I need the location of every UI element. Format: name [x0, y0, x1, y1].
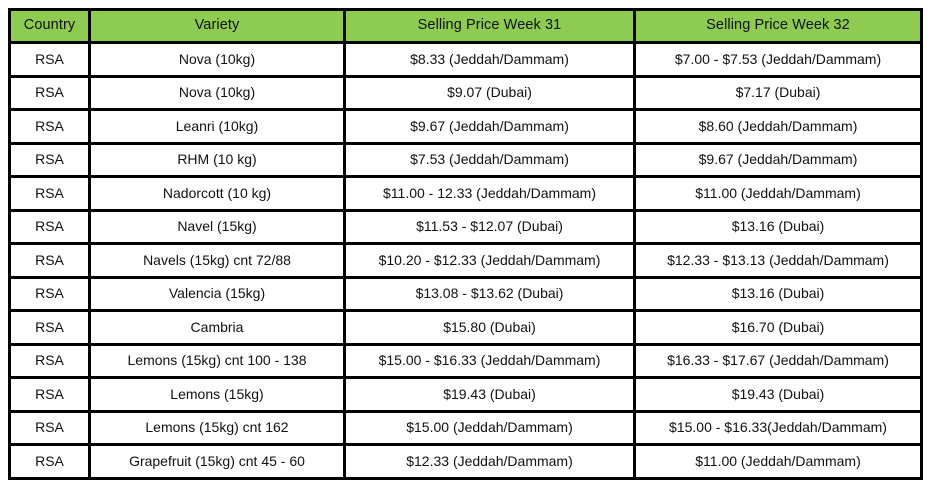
table-row: RSA Grapefruit (15kg) cnt 45 - 60 $12.33 (…	[8, 443, 923, 480]
cell-country: RSA	[8, 242, 91, 279]
table-row: RSA Cambria $15.80 (Dubai) $16.70 (Dubai)	[8, 309, 923, 346]
table-header-row: Country Variety Selling Price Week 31 Se…	[8, 8, 923, 44]
cell-country: RSA	[8, 108, 91, 145]
cell-week32: $11.00 (Jeddah/Dammam)	[633, 175, 923, 212]
cell-country: RSA	[8, 175, 91, 212]
cell-country: RSA	[8, 443, 91, 480]
cell-country: RSA	[8, 74, 91, 111]
price-table-container: Country Variety Selling Price Week 31 Se…	[8, 8, 923, 480]
cell-week31: $11.53 - $12.07 (Dubai)	[343, 208, 636, 245]
table-row: RSA Valencia (15kg) $13.08 - $13.62 (Dubai…	[8, 275, 923, 312]
cell-week32: $8.60 (Jeddah/Dammam)	[633, 108, 923, 145]
cell-week32: $16.33 - $17.67 (Jeddah/Dammam)	[633, 342, 923, 379]
cell-variety: Grapefruit (15kg) cnt 45 - 60	[88, 443, 346, 480]
cell-country: RSA	[8, 275, 91, 312]
cell-week31: $9.07 (Dubai)	[343, 74, 636, 111]
cell-week32: $13.16 (Dubai)	[633, 275, 923, 312]
cell-week32: $11.00 (Jeddah/Dammam)	[633, 443, 923, 480]
cell-week31: $8.33 (Jeddah/Dammam)	[343, 41, 636, 78]
cell-week31: $13.08 - $13.62 (Dubai)	[343, 275, 636, 312]
cell-week32: $19.43 (Dubai)	[633, 376, 923, 413]
cell-country: RSA	[8, 376, 91, 413]
cell-week32: $7.17 (Dubai)	[633, 74, 923, 111]
cell-variety: Navels (15kg) cnt 72/88	[88, 242, 346, 279]
cell-country: RSA	[8, 141, 91, 178]
cell-week32: $9.67 (Jeddah/Dammam)	[633, 141, 923, 178]
cell-variety: Navel (15kg)	[88, 208, 346, 245]
cell-variety: Lemons (15kg) cnt 162	[88, 409, 346, 446]
column-header-week31: Selling Price Week 31	[343, 8, 636, 44]
cell-variety: Lemons (15kg)	[88, 376, 346, 413]
cell-variety: RHM (10 kg)	[88, 141, 346, 178]
table-body: RSA Nova (10kg) $8.33 (Jeddah/Dammam) $7.00…	[8, 41, 923, 480]
cell-week32: $13.16 (Dubai)	[633, 208, 923, 245]
table-row: RSA Lemons (15kg) cnt 100 - 138 $15.00 - $…	[8, 342, 923, 379]
cell-week31: $15.00 (Jeddah/Dammam)	[343, 409, 636, 446]
table-row: RSA RHM (10 kg) $7.53 (Jeddah/Dammam) $9.67…	[8, 141, 923, 178]
cell-week32: $7.00 - $7.53 (Jeddah/Dammam)	[633, 41, 923, 78]
cell-week31: $19.43 (Dubai)	[343, 376, 636, 413]
cell-country: RSA	[8, 409, 91, 446]
column-header-variety: Variety	[88, 8, 346, 44]
cell-variety: Leanri (10kg)	[88, 108, 346, 145]
column-header-week32: Selling Price Week 32	[633, 8, 923, 44]
table-header: Country Variety Selling Price Week 31 Se…	[8, 8, 923, 44]
cell-week31: $7.53 (Jeddah/Dammam)	[343, 141, 636, 178]
cell-week32: $12.33 - $13.13 (Jeddah/Dammam)	[633, 242, 923, 279]
cell-week31: $15.80 (Dubai)	[343, 309, 636, 346]
cell-variety: Nova (10kg)	[88, 41, 346, 78]
cell-variety: Valencia (15kg)	[88, 275, 346, 312]
table-row: RSA Lemons (15kg) $19.43 (Dubai) $19.43 (Du…	[8, 376, 923, 413]
table-row: RSA Nova (10kg) $8.33 (Jeddah/Dammam) $7.00…	[8, 41, 923, 78]
cell-country: RSA	[8, 309, 91, 346]
cell-variety: Lemons (15kg) cnt 100 - 138	[88, 342, 346, 379]
cell-variety: Cambria	[88, 309, 346, 346]
selling-price-table: Country Variety Selling Price Week 31 Se…	[8, 8, 923, 480]
cell-variety: Nova (10kg)	[88, 74, 346, 111]
cell-week31: $12.33 (Jeddah/Dammam)	[343, 443, 636, 480]
cell-week32: $15.00 - $16.33(Jeddah/Dammam)	[633, 409, 923, 446]
cell-week31: $9.67 (Jeddah/Dammam)	[343, 108, 636, 145]
cell-week32: $16.70 (Dubai)	[633, 309, 923, 346]
table-row: RSA Nadorcott (10 kg) $11.00 - 12.33 (Jedd…	[8, 175, 923, 212]
cell-country: RSA	[8, 41, 91, 78]
cell-week31: $11.00 - 12.33 (Jeddah/Dammam)	[343, 175, 636, 212]
table-row: RSA Navels (15kg) cnt 72/88 $10.20 - $12.3…	[8, 242, 923, 279]
cell-week31: $15.00 - $16.33 (Jeddah/Dammam)	[343, 342, 636, 379]
cell-country: RSA	[8, 342, 91, 379]
table-row: RSA Lemons (15kg) cnt 162 $15.00 (Jeddah/D…	[8, 409, 923, 446]
table-row: RSA Leanri (10kg) $9.67 (Jeddah/Dammam) $8.…	[8, 108, 923, 145]
column-header-country: Country	[8, 8, 91, 44]
table-row: RSA Navel (15kg) $11.53 - $12.07 (Dubai) $1…	[8, 208, 923, 245]
cell-country: RSA	[8, 208, 91, 245]
cell-week31: $10.20 - $12.33 (Jeddah/Dammam)	[343, 242, 636, 279]
cell-variety: Nadorcott (10 kg)	[88, 175, 346, 212]
table-row: RSA Nova (10kg) $9.07 (Dubai) $7.17 (Dubai)	[8, 74, 923, 111]
